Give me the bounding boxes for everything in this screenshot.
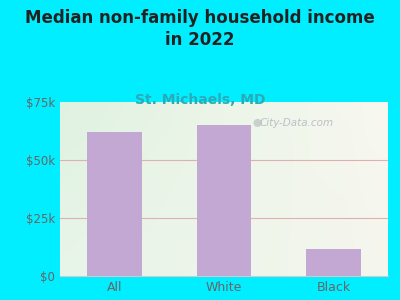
Bar	[197, 125, 251, 276]
Text: ⬤: ⬤	[252, 118, 262, 127]
Text: City-Data.com: City-Data.com	[259, 118, 333, 128]
Bar	[87, 132, 142, 276]
Text: Median non-family household income
in 2022: Median non-family household income in 20…	[25, 9, 375, 49]
Bar	[306, 249, 361, 276]
Text: St. Michaels, MD: St. Michaels, MD	[135, 93, 265, 107]
